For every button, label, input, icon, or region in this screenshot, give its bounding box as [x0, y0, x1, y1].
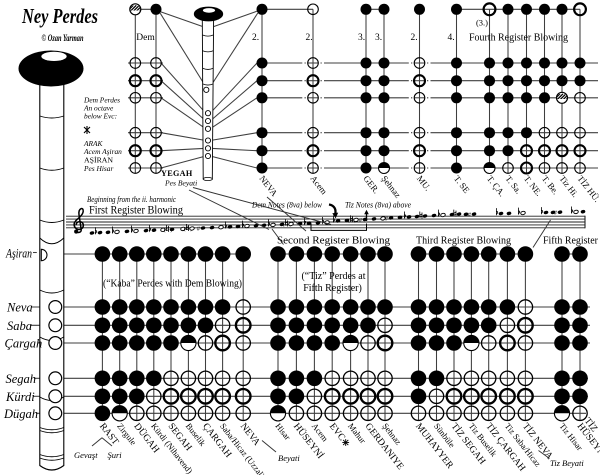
- svg-text:Dem: Dem: [136, 33, 155, 43]
- svg-text:(“Kaba” Perdes with Dem Blowin: (“Kaba” Perdes with Dem Blowing): [103, 279, 242, 290]
- svg-text:YEGAH: YEGAH: [161, 169, 193, 178]
- svg-text:(: (: [283, 221, 285, 228]
- svg-text:(: (: [348, 217, 350, 224]
- svg-text:Segah: Segah: [6, 372, 37, 386]
- svg-text:Beginning from the ii. harmoni: Beginning from the ii. harmonic: [87, 195, 176, 204]
- svg-text:GER.: GER.: [361, 174, 381, 196]
- svg-text:(: (: [184, 226, 186, 233]
- svg-text:An octave: An octave: [83, 104, 114, 113]
- svg-text:T. NE.: T. NE.: [522, 174, 544, 198]
- svg-text:T. SE: T. SE: [452, 174, 472, 195]
- svg-text:Pes Hisar: Pes Hisar: [83, 164, 113, 173]
- svg-text:(3.): (3.): [476, 18, 488, 28]
- svg-text:Beyati: Beyati: [278, 453, 300, 463]
- svg-text:Dügah: Dügah: [3, 407, 38, 421]
- svg-text:Fourth Register Blowing: Fourth Register Blowing: [469, 33, 568, 44]
- svg-text:(“Tiz” Perdes at: (“Tiz” Perdes at: [301, 271, 365, 282]
- svg-text:Saba: Saba: [7, 319, 32, 333]
- svg-text:#: #: [554, 210, 558, 217]
- svg-text:Gevaşt: Gevaşt: [74, 450, 98, 460]
- svg-text:EVC: EVC: [327, 421, 347, 443]
- svg-text:3.: 3.: [358, 33, 365, 43]
- svg-text:MU.: MU.: [415, 174, 433, 193]
- svg-text:Hisar: Hisar: [273, 421, 292, 442]
- svg-text:4.: 4.: [447, 33, 454, 43]
- svg-text:2.: 2.: [305, 33, 312, 43]
- svg-text:Şuri: Şuri: [108, 450, 123, 460]
- svg-text:#: #: [359, 217, 363, 224]
- svg-text:2.: 2.: [410, 33, 417, 43]
- svg-text:Tiz Notes (8va) above: Tiz Notes (8va) above: [345, 201, 411, 210]
- svg-text:TİZ HÜ.: TİZ HÜ.: [575, 174, 600, 204]
- svg-text:Aşiran: Aşiran: [5, 247, 32, 261]
- svg-text:Third Register Blowing: Third Register Blowing: [416, 236, 511, 247]
- svg-text:Dem Perdes: Dem Perdes: [83, 96, 120, 105]
- svg-text:Kürdi: Kürdi: [5, 390, 35, 404]
- svg-text:#: #: [385, 215, 389, 222]
- svg-text:Second Register Blowing: Second Register Blowing: [277, 236, 390, 247]
- svg-text:First Register Blowing: First Register Blowing: [89, 205, 183, 217]
- svg-text:#: #: [468, 212, 472, 219]
- svg-text:#: #: [197, 225, 201, 232]
- svg-text:ARAK: ARAK: [83, 139, 104, 148]
- svg-text:Şehnaz: Şehnaz: [379, 174, 403, 200]
- svg-text:Mahur: Mahur: [346, 421, 368, 445]
- svg-text:AŞİRAN: AŞİRAN: [84, 156, 113, 165]
- svg-text:Acem: Acem: [308, 174, 329, 197]
- svg-text:T. Be.: T. Be.: [540, 174, 561, 197]
- svg-text:Acem Aşiran: Acem Aşiran: [83, 147, 122, 156]
- svg-text:Tiz Beyati: Tiz Beyati: [550, 458, 584, 468]
- svg-text:Fifth Register): Fifth Register): [303, 283, 362, 294]
- svg-text:NEVA: NEVA: [257, 174, 280, 199]
- svg-text:T. ÇA.: T. ÇA.: [485, 174, 507, 199]
- svg-text:Pes Beyati: Pes Beyati: [164, 179, 197, 188]
- svg-text:Çargah: Çargah: [5, 337, 43, 351]
- svg-text:Ney Perdes: Ney Perdes: [21, 4, 98, 28]
- svg-text:© Ozan Yarman: © Ozan Yarman: [42, 33, 84, 44]
- svg-text:Fifth Register: Fifth Register: [543, 236, 599, 247]
- svg-text:Neva: Neva: [6, 301, 33, 315]
- svg-text:below Evc:: below Evc:: [84, 112, 117, 121]
- svg-text:3.: 3.: [375, 33, 382, 43]
- svg-text:(: (: [164, 226, 166, 233]
- svg-text:2.: 2.: [252, 33, 259, 43]
- svg-text:Dem Notes (8va) below: Dem Notes (8va) below: [251, 201, 323, 210]
